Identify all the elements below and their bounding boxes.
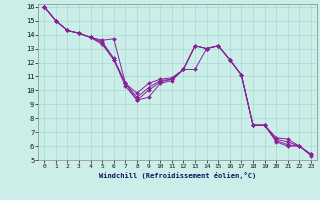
X-axis label: Windchill (Refroidissement éolien,°C): Windchill (Refroidissement éolien,°C) [99,172,256,179]
